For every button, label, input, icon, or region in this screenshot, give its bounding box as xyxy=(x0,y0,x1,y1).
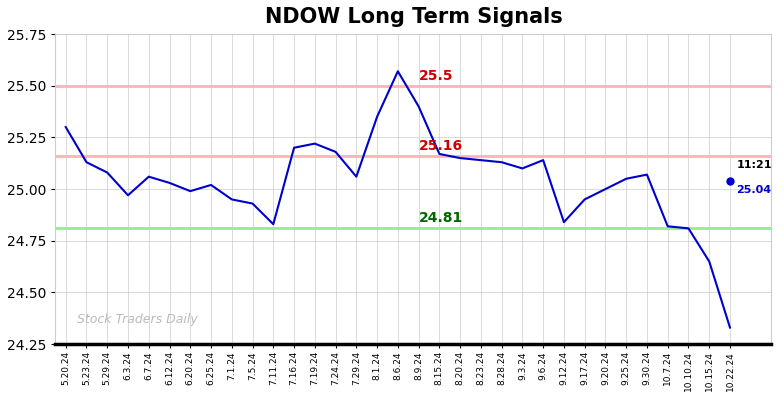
Text: 25.5: 25.5 xyxy=(419,68,453,83)
Text: 25.16: 25.16 xyxy=(419,139,463,153)
Text: 25.04: 25.04 xyxy=(736,185,771,195)
Title: NDOW Long Term Signals: NDOW Long Term Signals xyxy=(264,7,562,27)
Text: 11:21: 11:21 xyxy=(736,160,771,170)
Text: Stock Traders Daily: Stock Traders Daily xyxy=(77,312,198,326)
Text: 24.81: 24.81 xyxy=(419,211,463,225)
